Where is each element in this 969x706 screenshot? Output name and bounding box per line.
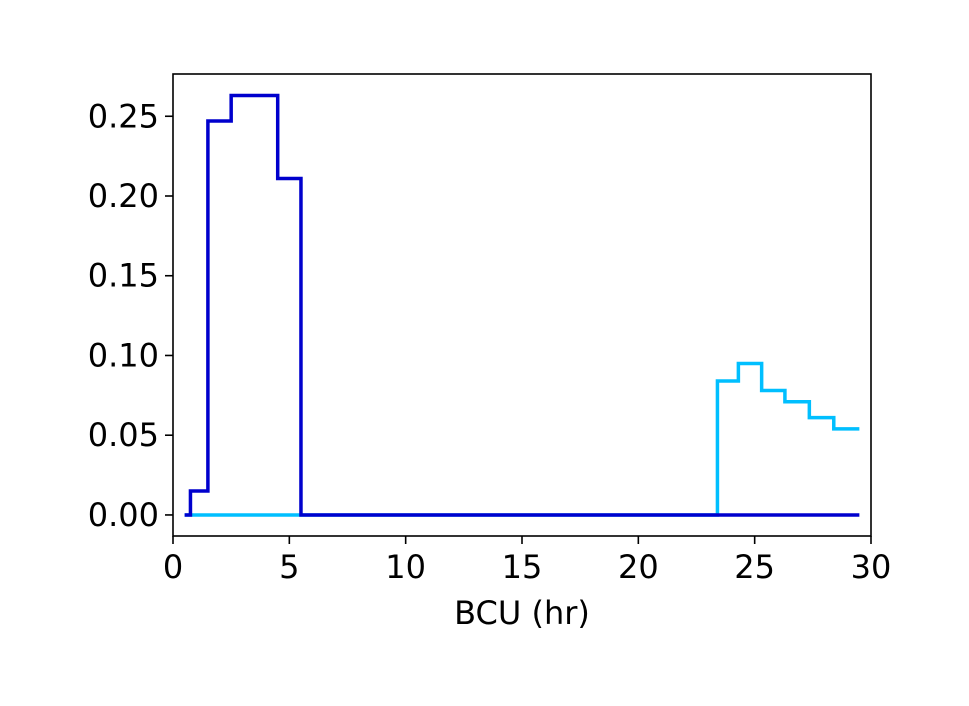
y-tick-label: 0.05 — [88, 416, 159, 454]
x-tick-label: 20 — [618, 548, 659, 586]
y-tick-label: 0.25 — [88, 97, 159, 135]
series-line-1 — [184, 361, 860, 517]
series-layer — [184, 93, 860, 517]
y-tick-label: 0.10 — [88, 336, 159, 374]
x-tick-label: 30 — [851, 548, 892, 586]
series-line-2 — [184, 93, 860, 517]
y-tick-label: 0.00 — [88, 496, 159, 534]
y-tick-label: 0.20 — [88, 177, 159, 215]
x-axis-label: BCU (hr) — [454, 594, 590, 632]
y-axis: 0.00 0.05 0.10 0.15 0.20 0.25 — [88, 97, 173, 534]
x-tick-label: 10 — [385, 548, 426, 586]
x-tick-label: 25 — [734, 548, 775, 586]
x-tick-label: 15 — [502, 548, 543, 586]
x-tick-label: 0 — [163, 548, 183, 586]
y-tick-label: 0.15 — [88, 257, 159, 295]
x-axis: 0 5 10 15 20 25 30 — [163, 536, 892, 586]
x-tick-label: 5 — [279, 548, 299, 586]
